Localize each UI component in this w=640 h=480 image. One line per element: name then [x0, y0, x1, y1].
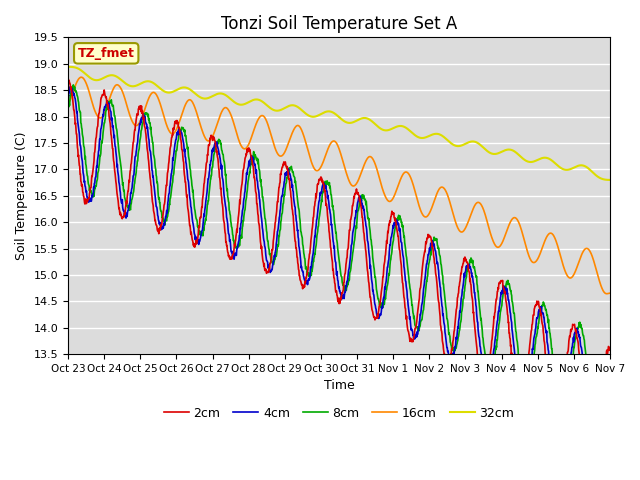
2cm — [185, 210, 193, 216]
2cm — [541, 352, 549, 358]
2cm — [64, 74, 72, 80]
Line: 32cm: 32cm — [68, 67, 610, 180]
Y-axis label: Soil Temperature (C): Soil Temperature (C) — [15, 132, 28, 260]
16cm — [494, 244, 502, 250]
2cm — [245, 145, 253, 151]
8cm — [246, 169, 253, 175]
4cm — [67, 84, 74, 89]
8cm — [172, 153, 180, 158]
8cm — [64, 105, 72, 110]
Line: 8cm: 8cm — [68, 85, 610, 437]
16cm — [246, 140, 253, 145]
16cm — [172, 128, 180, 133]
Line: 2cm: 2cm — [68, 77, 610, 455]
8cm — [185, 156, 193, 161]
32cm — [494, 151, 502, 156]
16cm — [603, 291, 611, 297]
4cm — [172, 137, 180, 143]
32cm — [172, 88, 179, 94]
32cm — [606, 177, 614, 183]
Line: 4cm: 4cm — [68, 86, 610, 450]
4cm — [593, 447, 600, 453]
2cm — [588, 452, 595, 457]
8cm — [542, 306, 550, 312]
4cm — [424, 257, 431, 263]
4cm — [494, 311, 502, 317]
16cm — [424, 213, 431, 219]
Legend: 2cm, 4cm, 8cm, 16cm, 32cm: 2cm, 4cm, 8cm, 16cm, 32cm — [159, 402, 520, 424]
2cm — [423, 235, 431, 241]
32cm — [423, 134, 431, 140]
Text: TZ_fmet: TZ_fmet — [78, 47, 134, 60]
2cm — [606, 347, 614, 352]
16cm — [542, 236, 550, 241]
8cm — [70, 82, 77, 88]
32cm — [64, 64, 72, 70]
16cm — [606, 290, 614, 296]
32cm — [245, 99, 253, 105]
32cm — [541, 155, 549, 161]
8cm — [606, 365, 614, 371]
8cm — [494, 327, 502, 333]
4cm — [185, 185, 193, 191]
16cm — [77, 74, 85, 80]
4cm — [246, 163, 253, 168]
2cm — [172, 120, 179, 125]
Title: Tonzi Soil Temperature Set A: Tonzi Soil Temperature Set A — [221, 15, 457, 33]
16cm — [185, 97, 193, 103]
32cm — [185, 86, 193, 92]
X-axis label: Time: Time — [324, 379, 355, 392]
4cm — [64, 97, 72, 103]
2cm — [494, 288, 502, 294]
Line: 16cm: 16cm — [68, 77, 610, 294]
4cm — [542, 329, 550, 335]
16cm — [64, 100, 72, 106]
8cm — [593, 434, 600, 440]
8cm — [424, 274, 431, 280]
4cm — [606, 357, 614, 363]
